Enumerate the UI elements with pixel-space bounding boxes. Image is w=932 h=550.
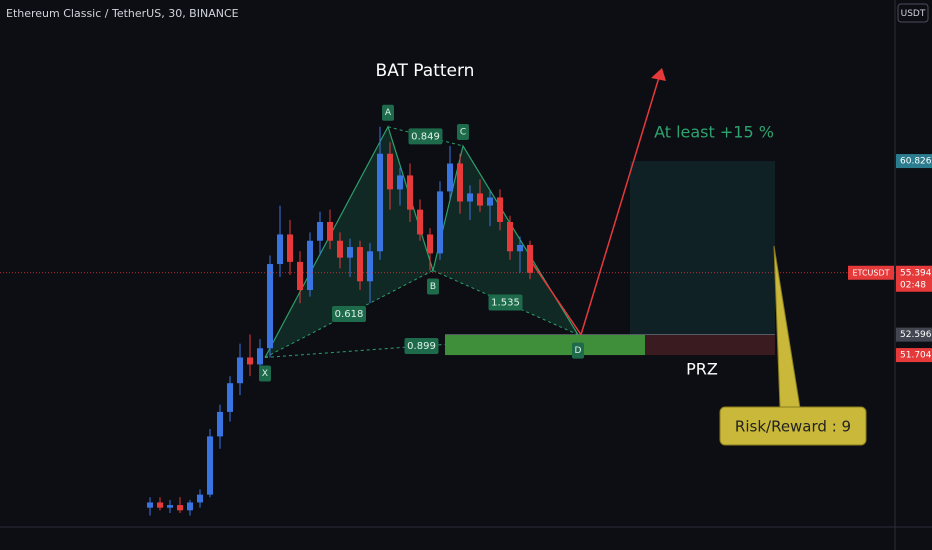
candle-body bbox=[397, 175, 403, 190]
risk-reward-text: Risk/Reward : 9 bbox=[735, 418, 851, 436]
candle-body bbox=[507, 221, 513, 252]
y-unit: USDT bbox=[901, 9, 926, 19]
chart-title: Ethereum Classic / TetherUS, 30, BINANCE bbox=[6, 7, 239, 20]
stop-zone bbox=[645, 334, 775, 356]
ratio-label: 1.535 bbox=[491, 298, 520, 309]
price-tag-label: 52.596 bbox=[900, 330, 932, 340]
ratio-label-box bbox=[408, 128, 443, 145]
candle-body bbox=[497, 197, 503, 222]
candle-body bbox=[527, 244, 533, 273]
candle-body bbox=[277, 234, 283, 265]
point-label-box bbox=[457, 123, 469, 140]
candle-body bbox=[367, 251, 373, 282]
candle-body bbox=[297, 261, 303, 290]
candle-body bbox=[287, 234, 293, 262]
ratio-label-box bbox=[488, 294, 523, 311]
candle-body bbox=[227, 383, 233, 412]
prz-text: PRZ bbox=[686, 360, 718, 379]
candle-body bbox=[187, 502, 193, 511]
price-tag-label: 60.826 bbox=[900, 157, 932, 167]
candle-body bbox=[427, 234, 433, 254]
candle-body bbox=[307, 240, 313, 290]
callout-box bbox=[719, 406, 867, 446]
candle-body bbox=[207, 436, 213, 495]
pattern-triangle bbox=[433, 145, 578, 335]
pattern-title: BAT Pattern bbox=[376, 61, 475, 81]
candle-body bbox=[257, 348, 263, 365]
candle-body bbox=[337, 240, 343, 258]
candle-body bbox=[147, 502, 153, 508]
ratio-label: 0.849 bbox=[411, 131, 440, 142]
symbol-tag-label: ETCUSDT bbox=[852, 268, 889, 277]
candle-body bbox=[437, 191, 443, 254]
ratio-label: 0.618 bbox=[335, 309, 364, 320]
ratio-label: 0.899 bbox=[407, 341, 436, 352]
target-arrow bbox=[580, 73, 661, 335]
arrow-head bbox=[651, 68, 666, 81]
candle-body bbox=[347, 247, 353, 258]
point-label: B bbox=[430, 282, 436, 292]
candle-body bbox=[327, 221, 333, 241]
price-tag bbox=[896, 348, 932, 363]
candle-body bbox=[167, 505, 173, 508]
candle-body bbox=[157, 502, 163, 508]
price-tag-label: 55.394 bbox=[900, 268, 932, 278]
candle-body bbox=[317, 221, 323, 241]
price-tag-label: 51.704 bbox=[900, 351, 932, 361]
overlay: X A B C D 0.849 0.618 1.535 0.899 BAT Pattern At l… bbox=[0, 61, 895, 446]
point-label: D bbox=[575, 346, 582, 356]
candle-body bbox=[377, 153, 383, 252]
candle-body bbox=[407, 175, 413, 210]
candle-body bbox=[197, 494, 203, 503]
prz-zone bbox=[445, 334, 645, 356]
price-tag bbox=[896, 327, 932, 342]
target-zone bbox=[630, 161, 775, 335]
point-label-box bbox=[382, 104, 394, 121]
target-text: At least +15 % bbox=[654, 123, 774, 142]
price-tag bbox=[896, 154, 932, 169]
ratio-label-box bbox=[404, 338, 439, 355]
point-label: C bbox=[460, 127, 466, 137]
candle-body bbox=[447, 163, 453, 192]
candle-body bbox=[467, 193, 473, 202]
candle-body bbox=[457, 163, 463, 202]
point-label: A bbox=[385, 108, 392, 118]
candle-body bbox=[237, 357, 243, 384]
point-label-box bbox=[572, 342, 584, 359]
price-tag-countdown: 02:48 bbox=[900, 280, 926, 290]
candle-body bbox=[387, 153, 393, 190]
unit-box bbox=[897, 3, 929, 23]
price-tag bbox=[896, 265, 932, 292]
candle-body bbox=[177, 505, 183, 511]
candle-body bbox=[357, 247, 363, 282]
axes: 60.826 55.394 02:48 ETCUSDT 52.596 51.704 bbox=[848, 154, 932, 363]
ratio-label-box bbox=[332, 305, 366, 322]
candle-body bbox=[417, 209, 423, 235]
candle-body bbox=[517, 244, 523, 252]
candle-body bbox=[267, 264, 273, 349]
projection-line bbox=[531, 262, 582, 336]
candle-body bbox=[487, 197, 493, 206]
point-label-box bbox=[427, 278, 439, 295]
point-label: X bbox=[262, 369, 268, 379]
ratio-line bbox=[264, 270, 434, 358]
candle-body bbox=[247, 357, 253, 365]
candle-body bbox=[217, 411, 223, 437]
symbol-tag bbox=[848, 265, 894, 280]
point-label-box bbox=[259, 365, 271, 382]
candle-body bbox=[477, 193, 483, 206]
drawings bbox=[264, 125, 775, 358]
candles bbox=[147, 126, 533, 516]
